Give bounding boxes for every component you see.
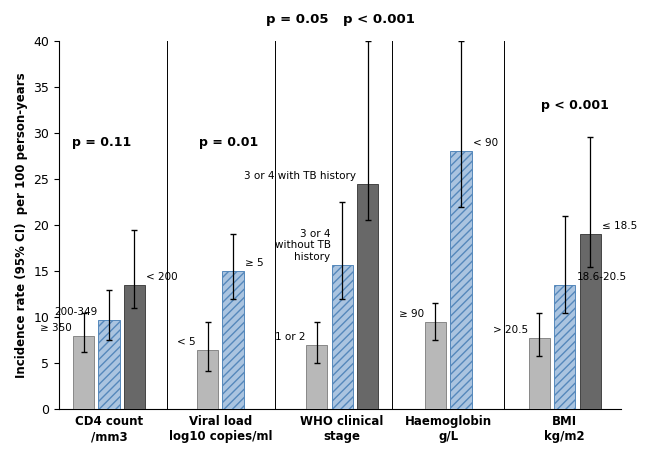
Bar (124, 285, 145, 409)
Text: > 20.5: > 20.5 (492, 325, 528, 335)
Text: 3 or 4 with TB history: 3 or 4 with TB history (244, 171, 356, 181)
Text: ≤ 18.5: ≤ 18.5 (602, 222, 637, 231)
Text: 200-349: 200-349 (54, 307, 97, 317)
Bar (73, 336, 94, 409)
Text: p = 0.01: p = 0.01 (199, 136, 258, 148)
Bar (197, 349, 218, 409)
Text: < 200: < 200 (146, 272, 178, 282)
Text: ≥ 350: ≥ 350 (40, 323, 72, 333)
Text: p < 0.001: p < 0.001 (542, 98, 610, 112)
Text: p = 0.11: p = 0.11 (72, 136, 131, 148)
Bar (554, 285, 576, 409)
Y-axis label: Incidence rate (95% CI)  per 100 person-years: Incidence rate (95% CI) per 100 person-y… (15, 72, 28, 378)
Bar (451, 151, 472, 409)
Text: 1 or 2: 1 or 2 (275, 332, 305, 342)
Bar (579, 234, 601, 409)
Text: < 90: < 90 (473, 138, 498, 148)
Bar (332, 265, 353, 409)
Text: 3 or 4
without TB
history: 3 or 4 without TB history (275, 229, 330, 262)
Bar (528, 338, 550, 409)
Text: ≥ 5: ≥ 5 (245, 258, 264, 268)
Bar (98, 320, 120, 409)
Text: 18.6-20.5: 18.6-20.5 (576, 272, 627, 282)
Text: ≥ 90: ≥ 90 (399, 309, 424, 319)
Bar (357, 184, 378, 409)
Bar (222, 271, 243, 409)
Text: p < 0.001: p < 0.001 (343, 13, 415, 26)
Bar (306, 345, 328, 409)
Bar (425, 322, 446, 409)
Text: < 5: < 5 (177, 337, 196, 347)
Text: p = 0.05: p = 0.05 (266, 13, 329, 26)
